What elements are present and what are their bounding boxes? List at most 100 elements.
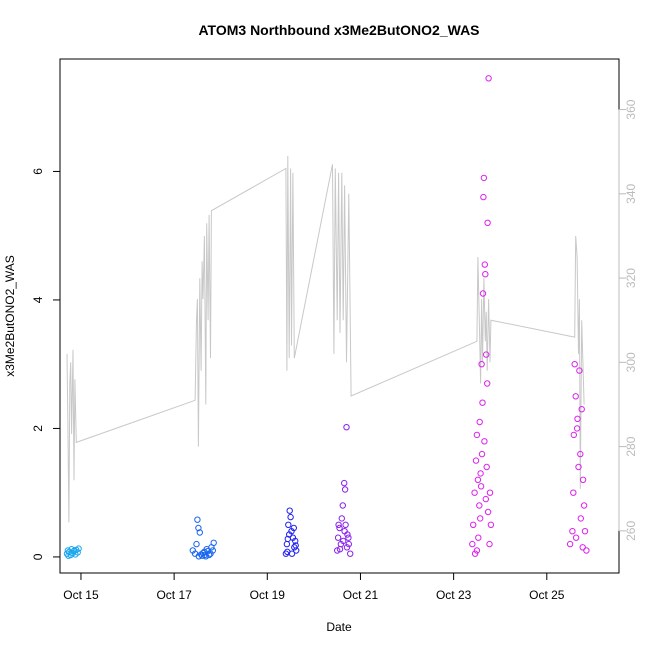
- data-point: [579, 544, 586, 551]
- y-right-tick-label: 360: [624, 99, 638, 119]
- y-right-tick-label: 260: [624, 521, 638, 541]
- data-point: [479, 290, 487, 297]
- data-point: [570, 431, 577, 439]
- data-point: [572, 534, 580, 541]
- data-point: [487, 521, 495, 528]
- data-point: [476, 502, 483, 509]
- data-point: [484, 219, 491, 227]
- data-point: [476, 418, 483, 426]
- data-point: [477, 483, 485, 490]
- data-point: [71, 547, 78, 554]
- data-point: [583, 547, 590, 554]
- data-point: [483, 351, 490, 358]
- data-point: [284, 535, 291, 543]
- data-point: [341, 486, 349, 493]
- data-point: [292, 542, 299, 549]
- line-series: [66, 155, 585, 523]
- data-point: [470, 521, 477, 528]
- data-point: [473, 547, 481, 554]
- data-point: [471, 489, 478, 496]
- x-tick-label: Oct 17: [156, 588, 192, 602]
- y-right-tick-label: 320: [624, 268, 638, 288]
- data-point: [286, 507, 293, 514]
- data-point: [193, 540, 200, 548]
- x-axis-label: Date: [326, 620, 352, 634]
- x-tick-label: Oct 15: [63, 588, 99, 602]
- data-point: [484, 508, 492, 516]
- y-tick-label: 4: [31, 296, 45, 303]
- data-point: [478, 361, 485, 368]
- data-point: [287, 513, 294, 521]
- y-axis-label: x3Me2ButONO2_WAS: [3, 255, 17, 377]
- data-point: [575, 463, 582, 471]
- data-point: [292, 537, 299, 545]
- data-point: [481, 261, 488, 268]
- series-line: [66, 155, 585, 523]
- data-point: [573, 425, 581, 432]
- y-right-tick-label: 300: [624, 352, 638, 372]
- data-point: [580, 502, 588, 509]
- y-tick-label: 0: [31, 553, 45, 560]
- data-point: [347, 550, 354, 557]
- data-point: [195, 524, 202, 532]
- data-point: [194, 516, 201, 523]
- data-point: [336, 546, 344, 553]
- data-point: [569, 528, 576, 535]
- data-point: [283, 540, 291, 548]
- data-point: [205, 551, 213, 559]
- data-point: [282, 550, 290, 557]
- data-point: [469, 540, 476, 548]
- data-point: [74, 549, 81, 556]
- data-point: [486, 540, 493, 548]
- x-tick-label: Oct 19: [250, 588, 286, 602]
- data-point: [578, 406, 585, 413]
- data-point: [285, 521, 292, 528]
- data-point: [581, 528, 589, 535]
- data-point: [475, 534, 482, 541]
- data-point: [579, 476, 587, 483]
- data-point: [577, 450, 584, 458]
- data-point: [336, 524, 343, 532]
- data-point: [341, 528, 348, 535]
- data-point: [571, 361, 578, 368]
- data-point: [481, 438, 488, 445]
- y-axis-right: 260 280 300 320 340 360: [618, 99, 638, 541]
- data-point: [474, 476, 482, 483]
- data-point: [338, 515, 345, 522]
- data-point: [340, 537, 347, 545]
- data-point: [335, 521, 342, 528]
- x-tick-label: Oct 25: [529, 588, 565, 602]
- data-point: [570, 489, 577, 496]
- x-axis: Oct 15 Oct 17 Oct 19 Oct 21 Oct 23 Oct 25: [63, 572, 565, 602]
- data-point: [343, 544, 351, 551]
- x-tick-label: Oct 23: [436, 588, 472, 602]
- data-point: [286, 531, 293, 538]
- data-point: [196, 529, 204, 536]
- data-point: [477, 515, 484, 522]
- data-point: [486, 489, 494, 496]
- data-point: [471, 550, 479, 557]
- data-point: [473, 431, 481, 439]
- chart-title: ATOM3 Northbound x3Me2ButONO2_WAS: [198, 22, 479, 38]
- data-point: [341, 479, 348, 487]
- data-point: [480, 174, 488, 182]
- y-tick-label: 2: [31, 425, 45, 432]
- data-point: [485, 75, 492, 82]
- data-point: [65, 552, 72, 559]
- data-point: [345, 534, 352, 541]
- data-point: [574, 415, 581, 422]
- data-point: [483, 463, 490, 471]
- data-point: [566, 540, 574, 548]
- data-point: [472, 457, 480, 464]
- data-point: [339, 502, 346, 509]
- data-point: [482, 271, 489, 278]
- point-series: [63, 75, 590, 560]
- data-point: [577, 515, 584, 522]
- data-point: [576, 367, 583, 374]
- data-point: [480, 193, 487, 201]
- data-point: [195, 553, 203, 560]
- data-point: [290, 524, 297, 532]
- data-point: [572, 393, 579, 400]
- data-point: [334, 534, 342, 541]
- x-tick-label: Oct 21: [343, 588, 379, 602]
